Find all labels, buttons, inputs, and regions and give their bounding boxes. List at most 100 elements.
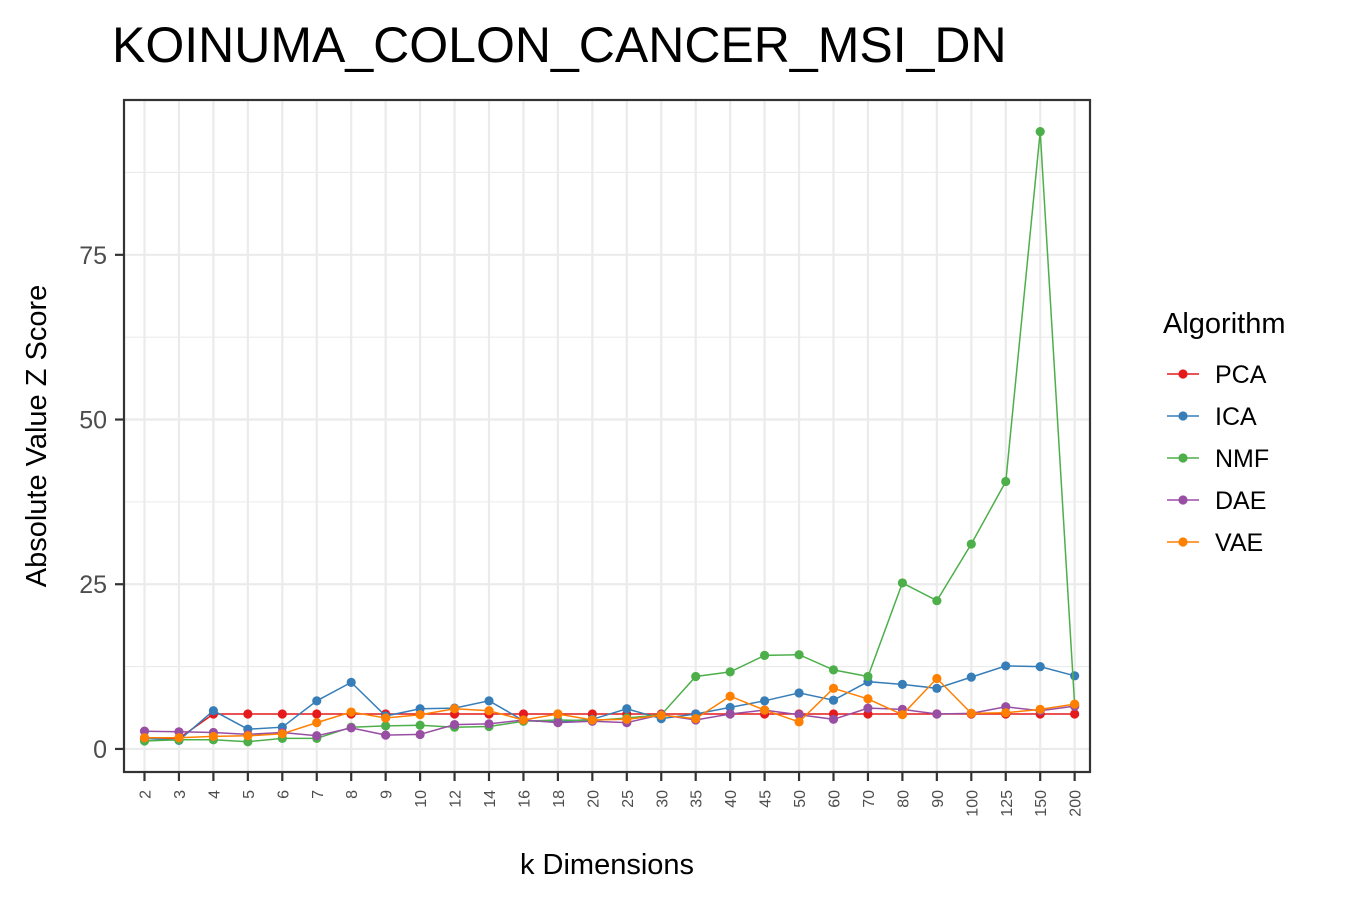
- data-point-ica: [622, 704, 632, 714]
- x-tick-label: 4: [206, 790, 223, 799]
- chart-title: KOINUMA_COLON_CANCER_MSI_DN: [112, 17, 1007, 73]
- data-point-pca: [243, 709, 253, 719]
- y-axis: 0 25 50 75: [79, 242, 124, 764]
- x-tick-label: 25: [620, 790, 637, 808]
- x-tick-label: 14: [482, 790, 499, 808]
- data-point-nmf: [415, 720, 425, 730]
- data-point-dae: [449, 719, 460, 730]
- data-point-nmf: [760, 650, 770, 660]
- data-point-vae: [966, 708, 976, 718]
- data-point-dae: [725, 709, 735, 719]
- legend-title: Algorithm: [1163, 308, 1286, 340]
- x-tick-label: 70: [861, 790, 878, 808]
- x-tick-label: 16: [516, 790, 533, 808]
- data-point-pca: [1070, 709, 1080, 719]
- data-point-pca: [277, 709, 287, 719]
- data-point-nmf: [966, 539, 976, 549]
- x-tick-label: 20: [585, 790, 602, 808]
- data-point-vae: [553, 709, 563, 719]
- data-point-vae: [346, 707, 356, 717]
- data-point-ica: [794, 688, 804, 698]
- data-point-ica: [932, 683, 942, 693]
- series-vae: [139, 673, 1080, 743]
- x-tick-label: 6: [275, 790, 292, 799]
- data-point-ica: [828, 695, 839, 705]
- legend-key-point: [1178, 411, 1188, 421]
- data-point-vae: [449, 704, 460, 714]
- data-point-vae: [174, 733, 184, 743]
- data-point-dae: [139, 726, 150, 736]
- data-point-vae: [1035, 704, 1045, 715]
- data-point-ica: [208, 706, 218, 716]
- legend-item-dae: DAE: [1167, 487, 1266, 515]
- legend-label: DAE: [1215, 487, 1266, 515]
- data-point-vae: [415, 710, 425, 720]
- data-point-vae: [863, 694, 873, 704]
- data-point-nmf: [725, 667, 735, 677]
- data-point-vae: [381, 713, 391, 723]
- data-point-ica: [312, 696, 322, 706]
- data-point-nmf: [863, 671, 873, 682]
- x-tick-label: 2: [138, 790, 155, 799]
- data-point-nmf: [932, 596, 942, 606]
- legend-label: ICA: [1215, 403, 1257, 431]
- data-point-vae: [656, 710, 666, 720]
- data-point-vae: [932, 673, 942, 684]
- data-point-dae: [553, 717, 563, 728]
- data-point-vae: [691, 714, 701, 724]
- data-point-ica: [1035, 661, 1045, 672]
- legend-label: VAE: [1215, 529, 1263, 557]
- x-tick-label: 18: [551, 790, 568, 808]
- data-point-nmf: [1001, 476, 1011, 487]
- legend-item-ica: ICA: [1167, 403, 1257, 431]
- plot-background: [124, 100, 1090, 772]
- data-point-ica: [966, 672, 976, 682]
- legend-item-vae: VAE: [1167, 529, 1263, 557]
- x-tick-label: 50: [792, 790, 809, 808]
- data-point-vae: [828, 683, 839, 693]
- data-point-vae: [484, 706, 494, 716]
- y-tick-label: 25: [79, 571, 107, 599]
- data-point-ica: [346, 677, 356, 688]
- data-point-vae: [1001, 708, 1011, 718]
- data-point-ica: [1001, 661, 1011, 671]
- data-point-vae: [622, 714, 632, 724]
- x-tick-label: 35: [689, 790, 706, 808]
- data-point-vae: [518, 715, 529, 725]
- y-tick-label: 50: [79, 407, 107, 435]
- x-tick-label: 8: [344, 790, 361, 799]
- legend: Algorithm PCA ICA NMF DAE VAE: [1163, 308, 1286, 557]
- data-point-vae: [794, 717, 804, 727]
- x-tick-label: 9: [379, 790, 396, 799]
- data-point-dae: [484, 719, 494, 729]
- data-point-nmf: [794, 650, 804, 660]
- y-tick-label: 0: [93, 736, 107, 764]
- data-point-dae: [346, 723, 356, 733]
- y-axis-title: Absolute Value Z Score: [21, 285, 53, 588]
- legend-label: NMF: [1215, 445, 1269, 473]
- x-tick-label: 60: [827, 790, 844, 808]
- x-tick-label: 5: [241, 790, 258, 799]
- data-point-nmf: [691, 671, 701, 682]
- x-tick-label: 45: [758, 790, 775, 808]
- x-tick-label: 40: [723, 790, 740, 808]
- x-tick-label: 12: [448, 790, 465, 808]
- x-axis: 2 3 4 5 6 7 8 9 10 12 14 16 18 20 25 30 35 40 45 50 60 70 80 90…: [138, 772, 1085, 817]
- data-point-dae: [828, 714, 839, 724]
- x-tick-label: 100: [964, 790, 981, 817]
- data-point-vae: [277, 729, 287, 739]
- plot-border: [122, 98, 1092, 774]
- data-point-vae: [897, 710, 908, 720]
- legend-label: PCA: [1215, 361, 1267, 389]
- data-point-vae: [243, 731, 253, 741]
- data-point-pca: [312, 709, 322, 719]
- x-tick-label: 7: [310, 790, 327, 799]
- y-tick-label: 75: [79, 242, 107, 270]
- data-point-vae: [1070, 699, 1080, 709]
- data-point-vae: [760, 705, 770, 715]
- data-point-vae: [139, 733, 150, 743]
- data-point-ica: [484, 696, 494, 706]
- grid: [124, 100, 1090, 772]
- data-point-dae: [415, 729, 425, 740]
